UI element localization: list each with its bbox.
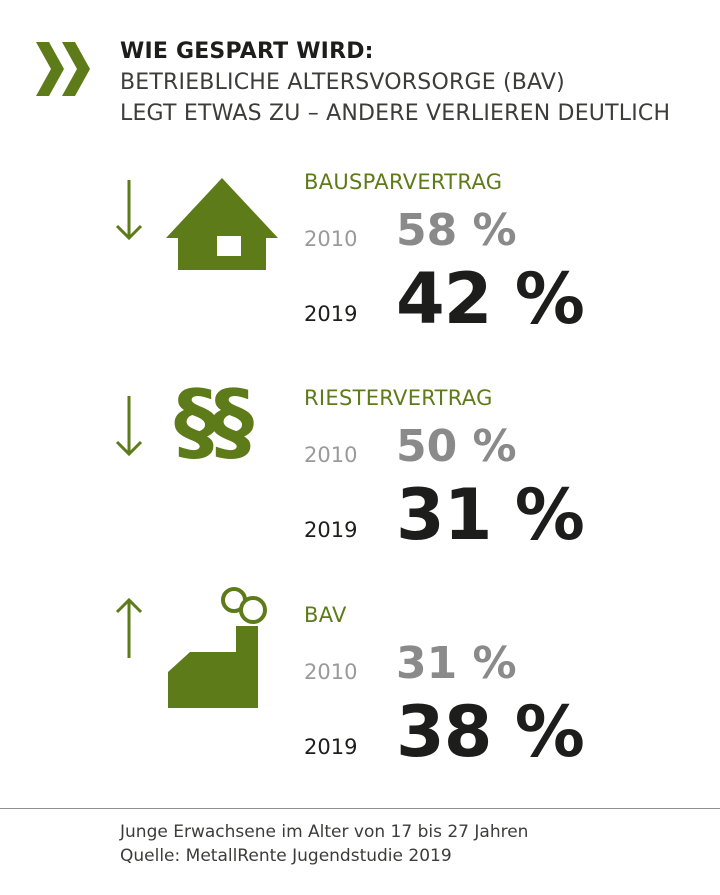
paragraph-icon: §§ [174, 372, 254, 472]
arrow-up-icon [115, 597, 143, 658]
year-2019-label: 2019 [304, 518, 358, 542]
double-chevron-icon [36, 42, 90, 96]
arrow-down-icon [115, 180, 143, 241]
section-label-riestervertrag: RIESTERVERTRAG [304, 386, 493, 410]
year-2019-label: 2019 [304, 302, 358, 326]
value-2019-bausparvertrag: 42 % [396, 258, 585, 340]
footer-note: Junge Erwachsene im Alter von 17 bis 27 … [120, 822, 529, 842]
year-2019-label: 2019 [304, 735, 358, 759]
subtitle-line-2: LEGT ETWAS ZU – ANDERE VERLIEREN DEUTLIC… [120, 101, 671, 126]
year-2010-label: 2010 [304, 227, 358, 251]
value-2010-bausparvertrag: 58 % [396, 205, 517, 256]
section-label-bav: BAV [304, 603, 347, 627]
house-icon [166, 178, 278, 270]
value-2010-bav: 31 % [396, 638, 517, 689]
section-label-bausparvertrag: BAUSPARVERTRAG [304, 170, 503, 194]
value-2010-riestervertrag: 50 % [396, 421, 517, 472]
footer-divider [0, 808, 720, 809]
year-2010-label: 2010 [304, 660, 358, 684]
year-2010-label: 2010 [304, 443, 358, 467]
subtitle-line-1: BETRIEBLICHE ALTERSVORSORGE (BAV) [120, 70, 565, 95]
page-title: WIE GESPART WIRD: [120, 39, 374, 64]
value-2019-bav: 38 % [396, 691, 585, 773]
factory-icon [168, 587, 267, 708]
value-2019-riestervertrag: 31 % [396, 474, 585, 556]
arrow-down-icon [115, 396, 143, 457]
header: WIE GESPART WIRD: BETRIEBLICHE ALTERSVOR… [120, 36, 670, 129]
footer-source: Quelle: MetallRente Jugendstudie 2019 [120, 846, 452, 866]
